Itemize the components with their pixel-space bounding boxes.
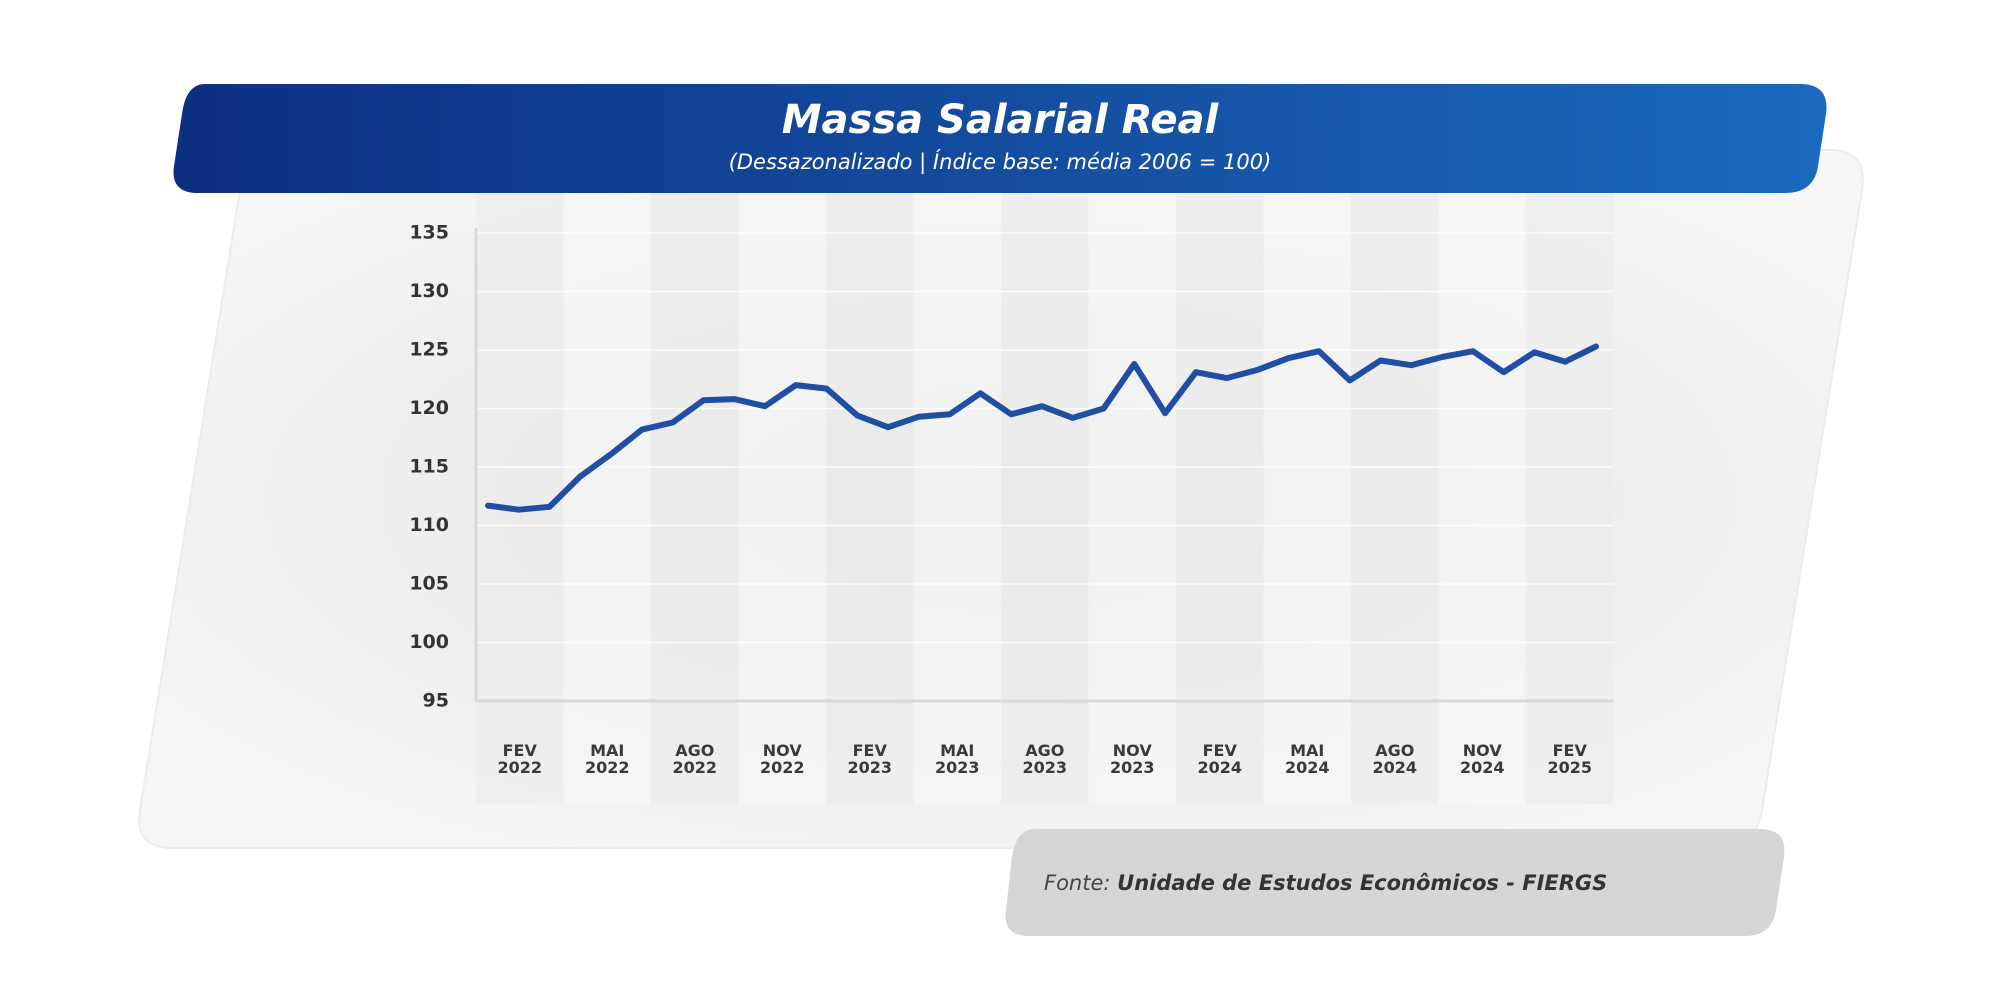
x-tick-label: MAI 2024 [1285, 741, 1330, 777]
band [1176, 190, 1264, 804]
band [476, 190, 564, 804]
band [913, 190, 1001, 804]
x-tick-label: AGO 2023 [1022, 741, 1067, 777]
band [1263, 190, 1351, 804]
x-tick-label: MAI 2023 [935, 741, 980, 777]
chart-title: Massa Salarial Real [782, 97, 1220, 143]
band [1351, 190, 1439, 804]
x-tick-label: NOV 2024 [1460, 741, 1505, 777]
bands [476, 190, 1614, 804]
header [173, 84, 1827, 193]
y-tick-label: 135 [409, 222, 449, 244]
y-tick-label: 100 [409, 631, 449, 653]
x-tick-label: NOV 2023 [1110, 741, 1155, 777]
x-tick-label: FEV 2025 [1547, 741, 1592, 777]
band [826, 190, 914, 804]
y-tick-label: 120 [409, 397, 449, 419]
y-tick-label: 125 [409, 339, 449, 361]
source-prefix: Fonte: [1044, 871, 1110, 895]
band [1088, 190, 1176, 804]
source-box [1005, 829, 1785, 936]
source-name: Unidade de Estudos Econômicos - FIERGS [1117, 871, 1607, 895]
y-tick-label: 130 [409, 280, 449, 302]
y-tick-label: 95 [423, 690, 449, 712]
x-tick-label: NOV 2022 [760, 741, 805, 777]
source: Fonte: Unidade de Estudos Econômicos - F… [1044, 871, 1607, 895]
x-tick-label: FEV 2023 [847, 741, 892, 777]
band [738, 190, 826, 804]
band [563, 190, 651, 804]
y-tick-label: 115 [409, 456, 449, 478]
band [651, 190, 739, 804]
x-tick-label: FEV 2022 [497, 741, 542, 777]
x-tick-label: AGO 2022 [672, 741, 717, 777]
band [1001, 190, 1089, 804]
y-tick-label: 110 [409, 514, 449, 536]
chart-subtitle: (Dessazonalizado | Índice base: média 20… [729, 149, 1272, 175]
x-tick-label: AGO 2024 [1372, 741, 1417, 777]
line-series [485, 343, 1599, 513]
band [1438, 190, 1526, 804]
y-tick-label: 105 [409, 573, 449, 595]
x-tick-label: MAI 2022 [585, 741, 630, 777]
x-tick-label: FEV 2024 [1197, 741, 1242, 777]
band [1526, 190, 1614, 804]
